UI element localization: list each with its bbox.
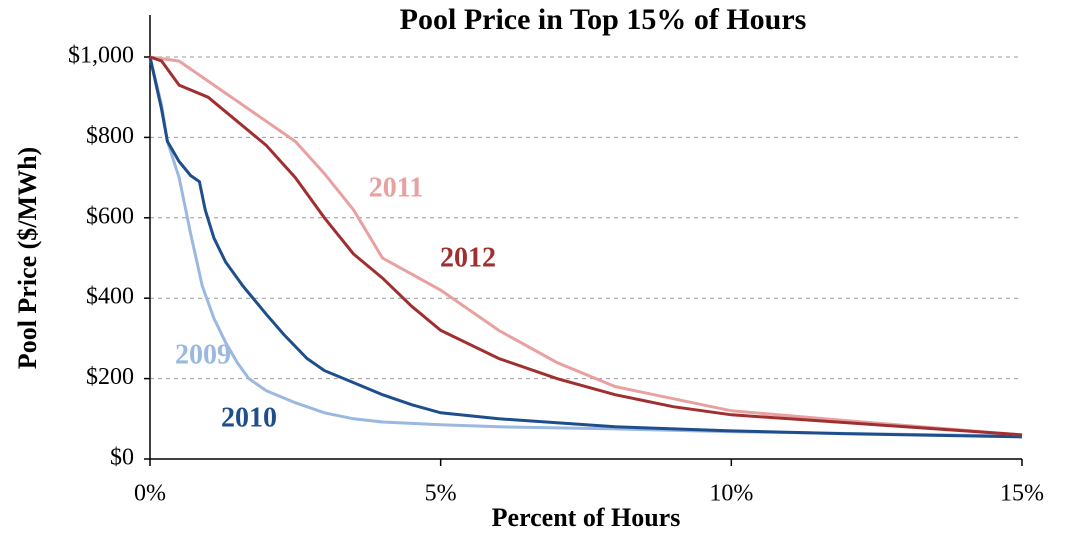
y-tick-label: $0 [110, 445, 134, 471]
series-label: 2012 [440, 242, 496, 273]
series-label: 2009 [175, 339, 231, 370]
x-axis-label: Percent of Hours [492, 503, 681, 532]
y-tick-label: $200 [86, 364, 134, 390]
series-label: 2010 [221, 402, 277, 433]
series-line [148, 56, 1023, 438]
x-tick-label: 5% [425, 481, 457, 507]
y-tick-label: $1,000 [68, 43, 134, 69]
series-line [148, 56, 1023, 439]
y-tick-label: $800 [86, 123, 134, 149]
x-tick-label: 10% [709, 481, 753, 507]
y-tick-label: $400 [86, 284, 134, 310]
x-tick-label: 15% [1000, 481, 1044, 507]
series-line [149, 55, 1023, 437]
series-line [149, 55, 1023, 437]
y-axis-label: Pool Price ($/MWh) [13, 147, 42, 369]
chart-title: Pool Price in Top 15% of Hours [400, 3, 807, 36]
y-tick-label: $600 [86, 203, 134, 229]
x-tick-label: 0% [134, 481, 166, 507]
series-label: 2011 [369, 172, 423, 203]
